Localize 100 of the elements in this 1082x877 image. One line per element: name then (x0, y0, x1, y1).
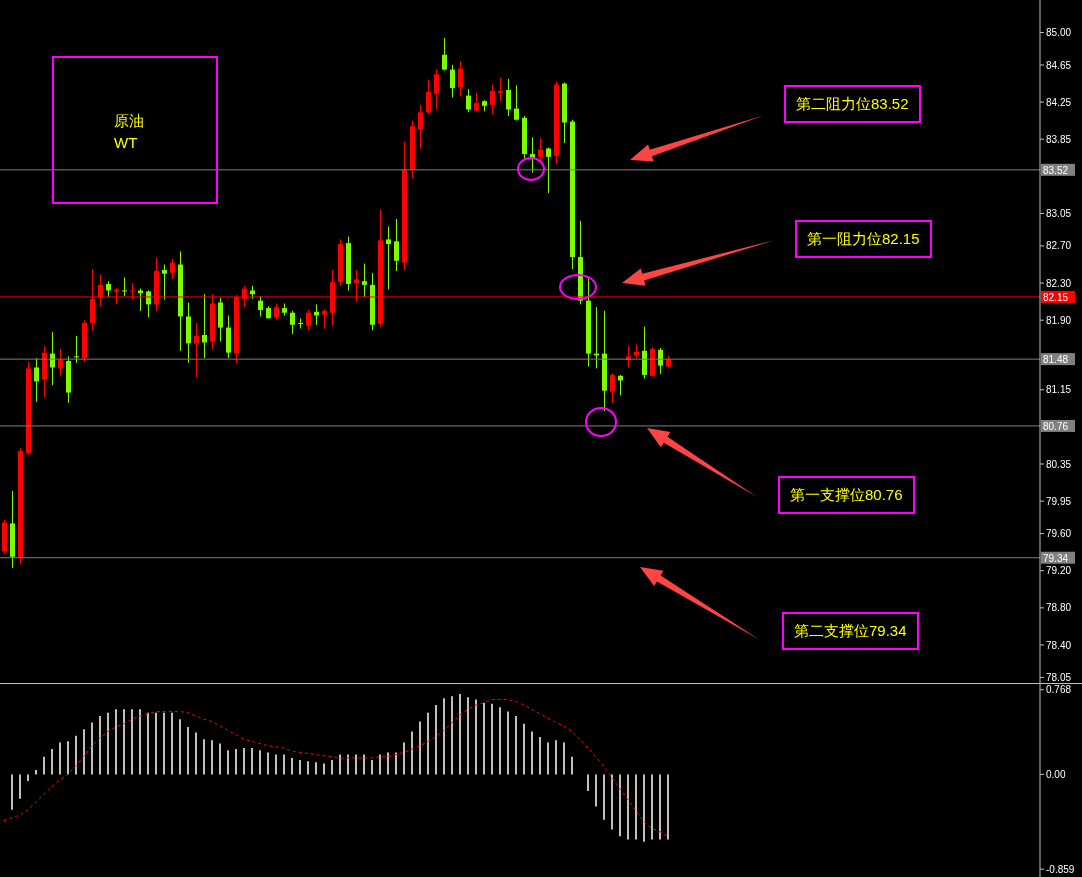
bar (155, 712, 157, 775)
bar (475, 699, 477, 775)
candlestick (426, 79, 431, 115)
bar (539, 736, 541, 775)
candlestick (546, 147, 551, 194)
y-tick-label: 78.80 (1046, 602, 1072, 614)
annotation: 第二阻力位83.52 (784, 85, 921, 123)
candlestick (394, 218, 399, 272)
y-tick-label: 82.30 (1046, 277, 1072, 289)
bar (611, 774, 613, 830)
bar (371, 760, 373, 775)
bar (171, 712, 173, 775)
y-tick-label: 81.90 (1046, 314, 1072, 326)
bar (179, 719, 181, 775)
candlestick (498, 77, 503, 102)
candlestick (514, 84, 519, 122)
bar (443, 698, 445, 775)
bar (291, 757, 293, 775)
candlestick (162, 263, 167, 301)
bar (299, 760, 301, 775)
bar (451, 696, 453, 775)
candlestick (466, 88, 471, 113)
y-tick-label: 83.05 (1046, 207, 1072, 219)
bar (251, 747, 253, 775)
ref-line-label: 80.76 (1043, 420, 1069, 432)
bar (123, 709, 125, 775)
bar (523, 723, 525, 775)
bar (395, 752, 397, 775)
bar (667, 774, 669, 840)
bar (307, 761, 309, 775)
bar (403, 742, 405, 775)
bar (515, 715, 517, 775)
bar (491, 703, 493, 775)
ref-line-label: 83.52 (1043, 164, 1069, 176)
y-tick-label: 84.65 (1046, 59, 1072, 71)
bar (587, 774, 589, 791)
candlestick (34, 357, 39, 403)
bar (427, 712, 429, 775)
candlestick (298, 317, 303, 330)
candlestick (202, 293, 207, 359)
y-tick-label: 79.60 (1046, 528, 1072, 540)
bar (267, 752, 269, 775)
candlestick (458, 60, 463, 98)
annotation: 第一阻力位82.15 (795, 220, 932, 258)
ref-line-label: 81.48 (1043, 354, 1069, 366)
candlestick (490, 83, 495, 115)
bar (659, 774, 661, 840)
bar (331, 760, 333, 775)
bar (411, 731, 413, 775)
bar (219, 743, 221, 775)
candlestick (610, 372, 615, 404)
bar (555, 740, 557, 775)
bar (603, 774, 605, 820)
bar (211, 740, 213, 775)
bar (355, 754, 357, 775)
bar (275, 754, 277, 775)
candlestick (362, 263, 367, 298)
bar (243, 747, 245, 775)
bar (83, 729, 85, 775)
label-frame: 原油 WT (52, 56, 218, 204)
bar (11, 774, 13, 810)
bar (27, 774, 29, 782)
candlestick (386, 225, 391, 291)
y-tick-label: 78.40 (1046, 639, 1072, 651)
candlestick (434, 69, 439, 110)
annotation: WT (114, 133, 139, 153)
y-tick-label: 0.768 (1046, 684, 1072, 696)
candlestick (122, 276, 127, 297)
bar (627, 774, 629, 840)
y-tick-label: 78.05 (1046, 671, 1072, 683)
candlestick (170, 258, 175, 280)
bar (51, 749, 53, 775)
bar (651, 774, 653, 840)
candlestick (258, 295, 263, 317)
bar (483, 702, 485, 775)
bar (283, 754, 285, 775)
bar (643, 774, 645, 842)
candlestick (306, 309, 311, 331)
bar (203, 739, 205, 775)
bar (387, 752, 389, 775)
bar (131, 709, 133, 775)
bar (595, 774, 597, 807)
bar (547, 742, 549, 775)
bar (139, 709, 141, 775)
bar (59, 742, 61, 775)
bar (227, 750, 229, 775)
candlestick (194, 322, 199, 379)
candlestick (58, 348, 63, 377)
bar (363, 754, 365, 775)
y-tick-label: 80.35 (1046, 458, 1072, 470)
bar (635, 774, 637, 840)
annotation: 第二支撑位79.34 (782, 612, 919, 650)
annotation: 第一支撑位80.76 (778, 476, 915, 514)
bar (163, 712, 165, 775)
candlestick (474, 92, 479, 112)
bar (91, 722, 93, 775)
candlestick (450, 64, 455, 98)
candlestick (74, 335, 79, 364)
bar (235, 749, 237, 775)
y-tick-label: 0.00 (1046, 768, 1066, 780)
